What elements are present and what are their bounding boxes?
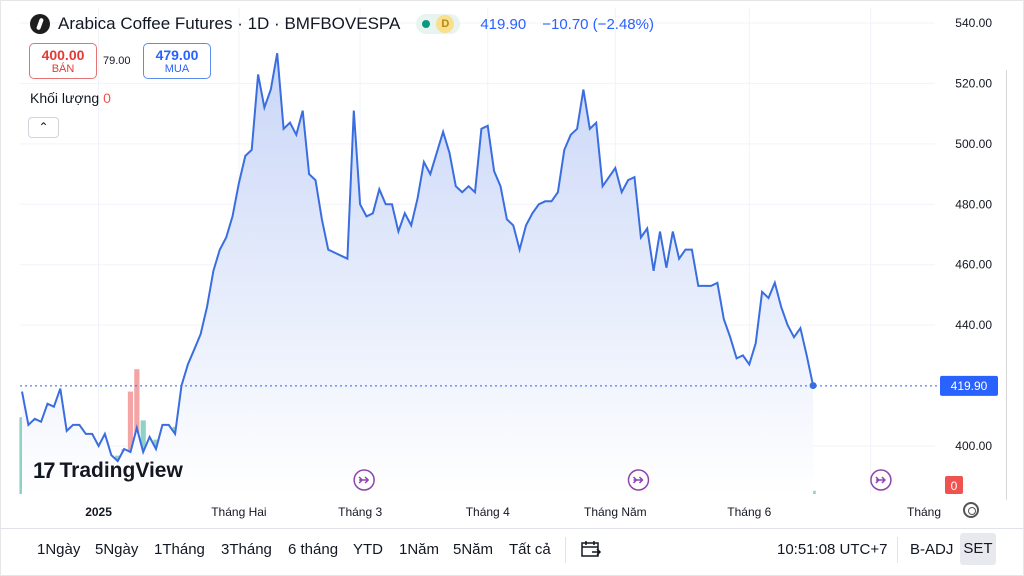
tradingview-logo[interactable]: 17 TradingView	[33, 458, 183, 484]
current-price-box	[940, 375, 998, 396]
range-6m[interactable]: 6 tháng	[288, 541, 339, 558]
price-area	[22, 53, 814, 494]
sell-label: BÁN	[51, 63, 75, 75]
adjustment-toggle[interactable]: B-ADJ	[910, 541, 954, 558]
y-tick-label: 500.00	[955, 137, 992, 151]
x-tick-label: 2025	[85, 505, 112, 519]
x-axis: 2025 Tháng Hai Tháng 3 Tháng 4 Tháng Năm Thán…	[85, 505, 941, 519]
x-tick-label: Tháng	[907, 505, 941, 519]
range-1m[interactable]: 1Tháng	[154, 541, 205, 558]
x-tick-label: Tháng Năm	[584, 505, 647, 519]
buy-button[interactable]: 479.00 MUA	[143, 43, 211, 79]
event-marker-arrow	[875, 476, 886, 484]
x-tick-label: Tháng 4	[466, 505, 510, 519]
collapse-legend-button[interactable]: ⌃	[28, 117, 59, 138]
chart-header: Arabica Coffee Futures · 1D · BMFBOVESPA…	[30, 14, 654, 34]
last-price: 419.90	[480, 15, 527, 33]
event-marker-arrow	[358, 476, 370, 484]
volume-legend[interactable]: Khối lượng 0	[30, 90, 111, 106]
volume-axis-label: 0	[945, 476, 963, 494]
market-open-dot-icon	[422, 20, 431, 28]
y-tick-label: 460.00	[955, 258, 992, 272]
price-chart[interactable]: 540.00 520.00 500.00 480.00 460.00 440.00 400.…	[0, 0, 1024, 528]
toolbar-divider	[565, 537, 566, 563]
market-status-badge[interactable]: D	[416, 14, 461, 34]
y-tick-label: 440.00	[955, 318, 992, 332]
symbol-title[interactable]: Arabica Coffee Futures · 1D · BMFBOVESPA	[58, 14, 401, 33]
settings-gear-icon[interactable]	[963, 502, 979, 518]
current-price-text: 419.90	[951, 379, 988, 393]
volume-axis-box	[945, 476, 963, 494]
y-tick-label: 480.00	[955, 197, 992, 211]
x-tick-label: Tháng Hai	[211, 505, 266, 519]
sell-button[interactable]: 400.00 BÁN	[29, 43, 97, 79]
range-1y[interactable]: 1Năm	[399, 541, 440, 558]
toolbar-divider	[897, 537, 898, 563]
range-1d[interactable]: 1Ngày	[37, 541, 81, 558]
range-5y[interactable]: 5Năm	[453, 541, 494, 558]
volume-bar	[127, 391, 134, 494]
current-price-label: 419.90	[940, 375, 998, 396]
x-tick-label: Tháng 3	[338, 505, 382, 519]
range-ytd[interactable]: YTD	[353, 541, 383, 558]
sell-value: 400.00	[41, 47, 85, 63]
spread-value: 79.00	[103, 55, 131, 67]
price-change: −10.70 (−2.48%)	[542, 15, 654, 33]
y-tick-label: 540.00	[955, 16, 992, 30]
x-tick-label: Tháng 6	[727, 505, 771, 519]
delayed-badge: D	[436, 15, 455, 33]
coffee-bean-icon	[30, 14, 50, 34]
range-all[interactable]: Tất cả	[509, 541, 551, 558]
buy-label: MUA	[164, 63, 190, 75]
y-tick-label: 400.00	[955, 439, 992, 453]
right-edge-strip	[1006, 70, 1012, 500]
price-line	[21, 53, 815, 463]
range-5d[interactable]: 5Ngày	[95, 541, 139, 558]
event-marker-arrow	[632, 476, 644, 484]
volume-value: 0	[103, 90, 111, 106]
buy-value: 479.00	[155, 47, 199, 63]
y-axis: 540.00 520.00 500.00 480.00 460.00 440.00 400.…	[955, 16, 992, 453]
event-markers	[353, 469, 892, 491]
bottom-toolbar: 1Ngày 5Ngày 1Tháng 3Tháng 6 tháng YTD 1N…	[0, 528, 1024, 570]
volume-bar	[810, 490, 816, 494]
calendar-range-icon[interactable]	[580, 539, 602, 559]
session-toggle-button[interactable]: SET	[960, 533, 996, 565]
y-tick-label: 520.00	[955, 76, 992, 90]
tradingview-logo-text: TradingView	[59, 459, 183, 482]
volume-label: Khối lượng	[30, 90, 100, 106]
volume-axis-text: 0	[951, 479, 958, 493]
last-price-dot	[809, 382, 817, 390]
tradingview-mark-icon: 17	[33, 458, 56, 483]
range-3m[interactable]: 3Tháng	[221, 541, 272, 558]
clock-timezone[interactable]: 10:51:08 UTC+7	[777, 541, 888, 558]
